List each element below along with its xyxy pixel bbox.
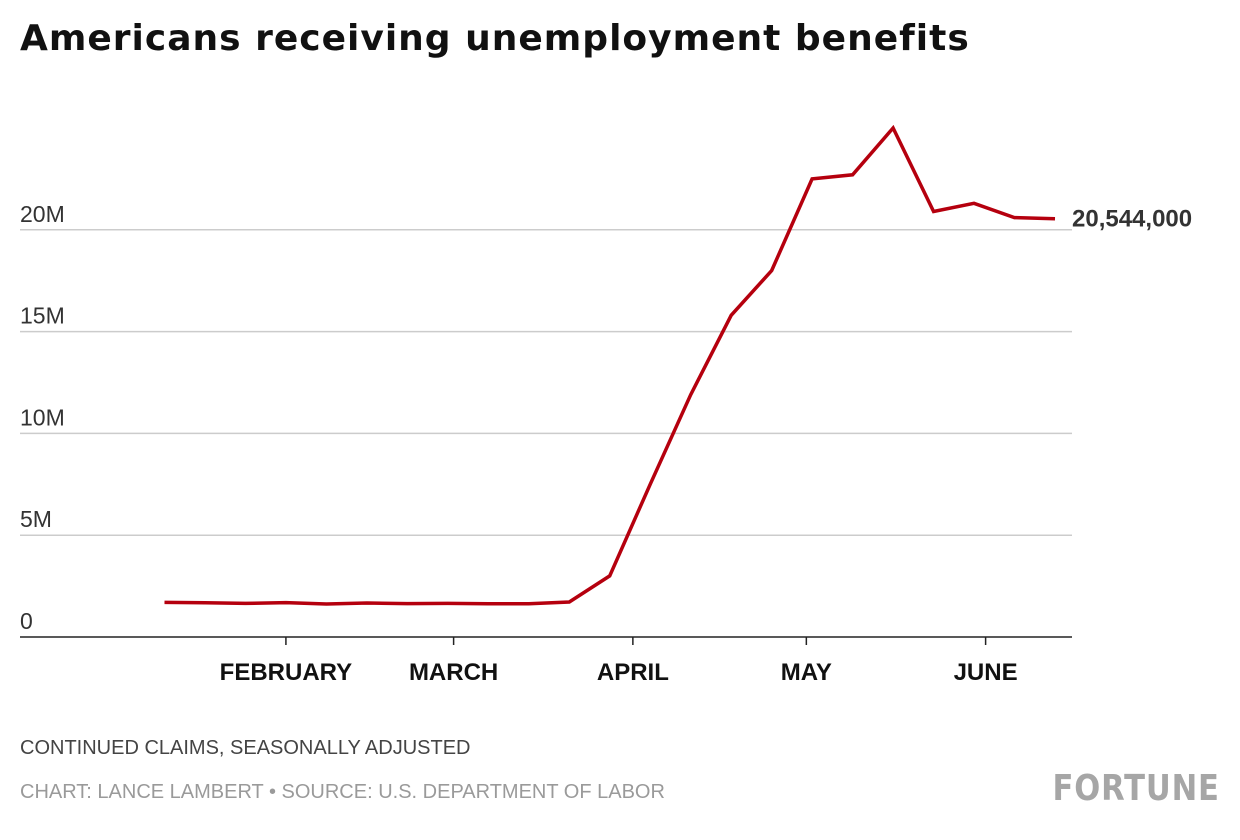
chart-subtitle: CONTINUED CLAIMS, SEASONALLY ADJUSTED bbox=[20, 737, 471, 759]
x-axis: FEBRUARY MARCH APRIL MAY JUNE bbox=[20, 636, 1072, 686]
x-tick-label: FEBRUARY bbox=[220, 659, 352, 686]
fortune-logo: FORTUNE bbox=[1052, 768, 1220, 809]
x-tick-label: MAY bbox=[781, 659, 832, 686]
y-tick-label: 10M bbox=[20, 404, 65, 430]
x-tick-label: MARCH bbox=[409, 659, 498, 686]
y-axis-ticks: 0 5M 10M 15M 20M bbox=[20, 201, 65, 634]
x-tick-label: JUNE bbox=[954, 659, 1018, 686]
end-labels: 20,544,000 bbox=[1072, 206, 1192, 233]
y-tick-label: 5M bbox=[20, 506, 52, 532]
y-tick-label: 0 bbox=[20, 608, 33, 634]
series-layer bbox=[164, 124, 1056, 606]
y-tick-label: 20M bbox=[20, 201, 65, 227]
grid-lines bbox=[20, 229, 1072, 536]
x-tick-label: APRIL bbox=[597, 659, 669, 686]
chart-source: CHART: LANCE LAMBERT • SOURCE: U.S. DEPA… bbox=[20, 781, 665, 803]
end-value-label: 20,544,000 bbox=[1072, 206, 1192, 233]
chart-title: Americans receiving unemployment benefit… bbox=[20, 18, 970, 59]
series-line bbox=[164, 124, 1056, 606]
y-tick-label: 15M bbox=[20, 303, 65, 329]
